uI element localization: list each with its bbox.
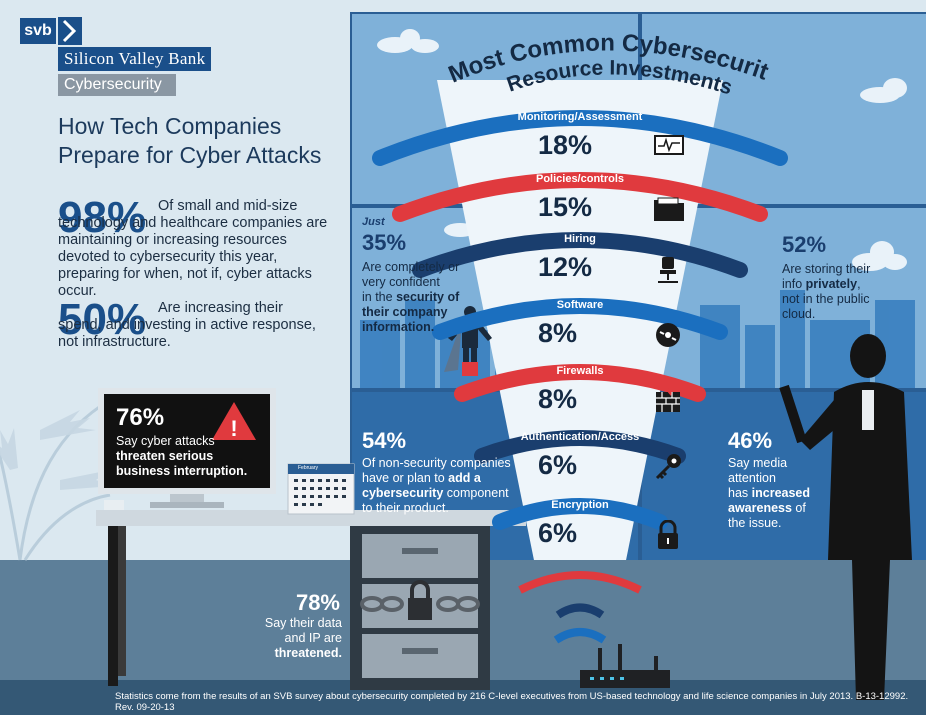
- band-arc: [432, 298, 728, 340]
- stat-98-text: Of small and mid-size technology and hea…: [58, 198, 328, 299]
- section-tag: Cybersecurity: [58, 74, 176, 96]
- monitor-icon: [652, 132, 684, 167]
- stat-78-value: 78%: [295, 590, 340, 615]
- folder-icon: [652, 194, 684, 229]
- stat-54-text: Of non-security companies have or plan t…: [362, 456, 511, 515]
- band-percent: 8%: [538, 384, 578, 414]
- svg-text:!: !: [230, 416, 237, 441]
- stat-52-text: Are storing their info privately, not in…: [782, 262, 871, 321]
- band-percent: 12%: [538, 252, 593, 282]
- band-arc: [454, 364, 706, 402]
- band-label: Monitoring/Assessment: [517, 111, 643, 123]
- band-arc: [492, 498, 668, 530]
- stat-54-value: 54%: [362, 428, 407, 453]
- stat-76-text: Say cyber attacks threaten serious busin…: [116, 434, 247, 479]
- band-arc: [474, 430, 686, 464]
- band-label: Policies/controls: [535, 173, 625, 185]
- band-label: Encryption: [551, 499, 609, 511]
- band-percent: 8%: [538, 318, 578, 348]
- band-label: Software: [556, 299, 604, 311]
- stat-50-value: 50%: [58, 295, 147, 344]
- footnote: Statistics come from the results of an S…: [115, 691, 909, 713]
- lock-icon: [652, 519, 684, 555]
- band-percent: 6%: [538, 518, 578, 548]
- page-title: How Tech Companies Prepare for Cyber Att…: [58, 113, 322, 168]
- stat-76-line1: Say cyber attacks: [116, 434, 215, 448]
- firewall-icon: [652, 386, 684, 421]
- band-label: Hiring: [564, 233, 596, 245]
- stat-76-line3: business interruption.: [116, 464, 248, 478]
- band-percent: 6%: [538, 450, 578, 480]
- svb-logo: svb: [20, 18, 56, 44]
- band-label: Firewalls: [556, 365, 604, 377]
- stat-52-value: 52%: [782, 232, 827, 257]
- key-icon: [652, 452, 684, 487]
- stat-50-text: Are increasing their spend, and investin…: [58, 300, 316, 350]
- logo-arrow-icon: [58, 17, 82, 45]
- disc-icon: [652, 320, 684, 355]
- stat-35-value: 35%: [362, 230, 407, 255]
- band-label: Authentication/Access: [520, 431, 640, 443]
- bank-name: Silicon Valley Bank: [58, 47, 212, 71]
- stat-78-line2: and IP are threatened.: [274, 631, 342, 660]
- stat-78-text: Say their data and IP are threatened.: [230, 616, 342, 661]
- stat-98-value: 98%: [58, 193, 147, 242]
- stat-78-line1: Say their data: [264, 616, 342, 630]
- stat-46-text: Say media attention has increased awaren…: [728, 456, 811, 530]
- stat-76-value: 76%: [116, 404, 165, 431]
- stat-35-text: Are completely or very confident in the …: [362, 260, 460, 334]
- band-arc: [372, 110, 788, 166]
- stat-76-line2: threaten serious: [116, 449, 214, 463]
- stat-35-just: Just: [362, 216, 385, 228]
- band-percent: 15%: [538, 192, 593, 222]
- band-arc: [392, 172, 768, 222]
- band-percent: 18%: [538, 130, 593, 160]
- band-arc: [412, 232, 748, 278]
- stat-46-value: 46%: [728, 428, 773, 453]
- chair-icon: [652, 254, 684, 289]
- calendar-month: February: [298, 465, 319, 471]
